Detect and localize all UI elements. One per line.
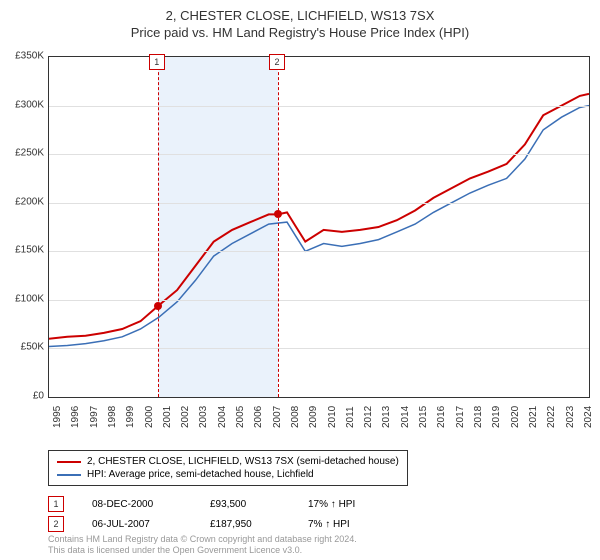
sales-table: 1 08-DEC-2000 £93,500 17% ↑ HPI 2 06-JUL… — [48, 494, 355, 534]
sale-row: 2 06-JUL-2007 £187,950 7% ↑ HPI — [48, 514, 355, 534]
gridline — [49, 251, 589, 252]
x-axis-label: 2008 — [290, 406, 301, 428]
y-axis-label: £0 — [0, 391, 44, 402]
legend-item: HPI: Average price, semi-detached house,… — [57, 468, 399, 481]
x-axis-label: 2003 — [198, 406, 209, 428]
y-axis-label: £50K — [0, 342, 44, 353]
sale-marker-icon: 1 — [48, 496, 64, 512]
y-axis-label: £250K — [0, 148, 44, 159]
y-axis-label: £200K — [0, 196, 44, 207]
x-axis-label: 2011 — [345, 406, 356, 428]
x-axis-label: 2016 — [436, 406, 447, 428]
x-axis-label: 2022 — [546, 406, 557, 428]
sale-marker-badge: 2 — [269, 54, 285, 70]
plot-area — [48, 56, 590, 398]
x-axis-label: 2005 — [235, 406, 246, 428]
x-axis-label: 1999 — [125, 406, 136, 428]
footer-line: Contains HM Land Registry data © Crown c… — [48, 534, 357, 545]
x-axis-label: 2018 — [473, 406, 484, 428]
sale-price: £187,950 — [210, 519, 280, 530]
y-axis-label: £350K — [0, 51, 44, 62]
legend-swatch — [57, 474, 81, 476]
x-axis-label: 2013 — [381, 406, 392, 428]
x-axis-label: 2021 — [528, 406, 539, 428]
chart-lines — [49, 57, 589, 397]
x-axis-label: 2001 — [162, 406, 173, 428]
x-axis-label: 2007 — [272, 406, 283, 428]
legend-swatch — [57, 461, 81, 463]
sale-delta: 7% ↑ HPI — [308, 519, 350, 530]
legend-item: 2, CHESTER CLOSE, LICHFIELD, WS13 7SX (s… — [57, 455, 399, 468]
x-axis-label: 1995 — [52, 406, 63, 428]
y-axis-label: £300K — [0, 99, 44, 110]
series-property — [49, 94, 589, 339]
series-hpi — [49, 106, 589, 347]
x-axis-label: 1996 — [70, 406, 81, 428]
x-axis-label: 2010 — [327, 406, 338, 428]
legend-label: 2, CHESTER CLOSE, LICHFIELD, WS13 7SX (s… — [87, 456, 399, 467]
x-axis-label: 2020 — [510, 406, 521, 428]
x-axis-label: 2017 — [455, 406, 466, 428]
x-axis-label: 2012 — [363, 406, 374, 428]
y-axis-label: £150K — [0, 245, 44, 256]
sale-vline — [278, 57, 279, 397]
sale-point — [154, 302, 162, 310]
x-axis-label: 2014 — [400, 406, 411, 428]
sale-marker-icon: 2 — [48, 516, 64, 532]
sale-price: £93,500 — [210, 499, 280, 510]
sale-point — [274, 210, 282, 218]
footer-attribution: Contains HM Land Registry data © Crown c… — [48, 534, 357, 556]
x-axis-label: 1998 — [107, 406, 118, 428]
x-axis-label: 2000 — [144, 406, 155, 428]
legend-box: 2, CHESTER CLOSE, LICHFIELD, WS13 7SX (s… — [48, 450, 408, 486]
gridline — [49, 106, 589, 107]
footer-line: This data is licensed under the Open Gov… — [48, 545, 357, 556]
x-axis-label: 2023 — [565, 406, 576, 428]
legend-label: HPI: Average price, semi-detached house,… — [87, 469, 314, 480]
sale-vline — [158, 57, 159, 397]
title-description: Price paid vs. HM Land Registry's House … — [0, 25, 600, 40]
x-axis-label: 2019 — [491, 406, 502, 428]
gridline — [49, 348, 589, 349]
x-axis-label: 1997 — [89, 406, 100, 428]
y-axis-label: £100K — [0, 293, 44, 304]
x-axis-label: 2006 — [253, 406, 264, 428]
x-axis-label: 2002 — [180, 406, 191, 428]
sale-marker-badge: 1 — [149, 54, 165, 70]
title-address: 2, CHESTER CLOSE, LICHFIELD, WS13 7SX — [0, 8, 600, 23]
x-axis-label: 2024 — [583, 406, 594, 428]
x-axis-label: 2004 — [217, 406, 228, 428]
sale-delta: 17% ↑ HPI — [308, 499, 355, 510]
gridline — [49, 203, 589, 204]
sale-date: 08-DEC-2000 — [92, 499, 182, 510]
x-axis-label: 2009 — [308, 406, 319, 428]
gridline — [49, 154, 589, 155]
chart-container: 2, CHESTER CLOSE, LICHFIELD, WS13 7SX Pr… — [0, 0, 600, 560]
sale-date: 06-JUL-2007 — [92, 519, 182, 530]
x-axis-label: 2015 — [418, 406, 429, 428]
gridline — [49, 300, 589, 301]
sale-row: 1 08-DEC-2000 £93,500 17% ↑ HPI — [48, 494, 355, 514]
title-block: 2, CHESTER CLOSE, LICHFIELD, WS13 7SX Pr… — [0, 0, 600, 40]
